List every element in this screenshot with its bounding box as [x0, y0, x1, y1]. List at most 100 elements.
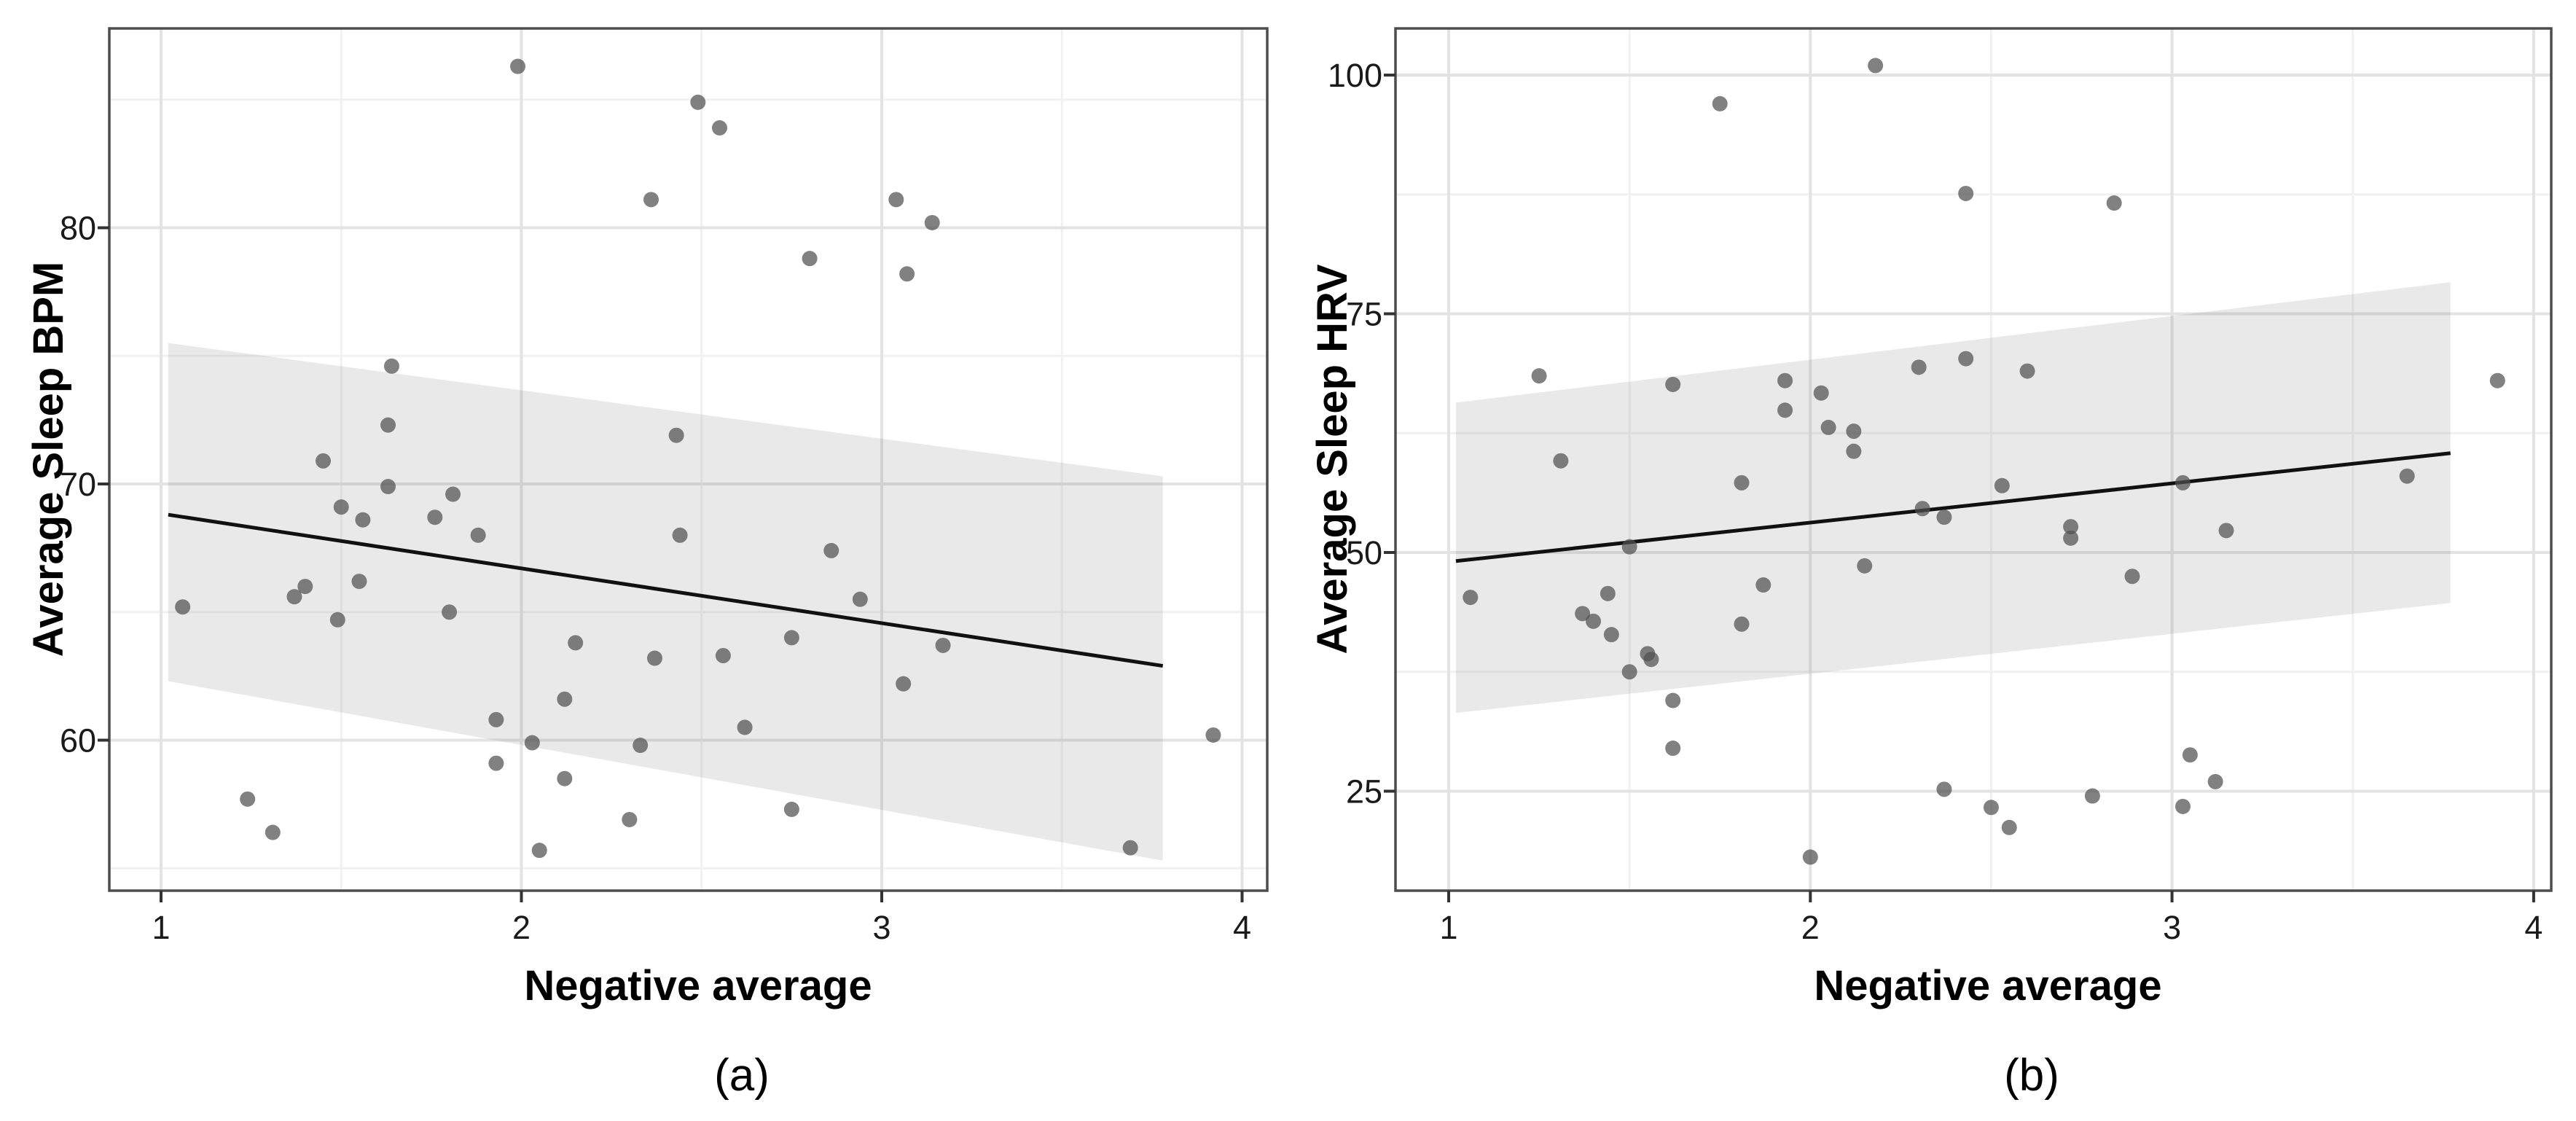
- caption-a: (a): [714, 1050, 770, 1101]
- y-axis-title-a: Average Sleep BPM: [25, 262, 72, 657]
- data-point: [1802, 849, 1818, 865]
- y-axis-title-b: Average Sleep HRV: [1309, 264, 1356, 654]
- x-tick-label: 4: [2524, 909, 2542, 946]
- data-point: [823, 542, 839, 558]
- data-point: [1936, 509, 1952, 526]
- data-point: [240, 791, 256, 807]
- data-point: [646, 650, 662, 666]
- data-point: [1983, 800, 1999, 816]
- data-point: [442, 604, 458, 620]
- plot-background: [109, 28, 1267, 891]
- data-point: [1936, 781, 1952, 797]
- data-point: [1755, 577, 1772, 593]
- data-point: [1205, 727, 1221, 743]
- data-point: [175, 599, 191, 615]
- x-axis-title-b: Negative average: [1814, 962, 2161, 1009]
- x-tick-label: 2: [1801, 909, 1820, 946]
- data-point: [1575, 606, 1591, 622]
- data-point: [383, 358, 399, 374]
- panel-b: 1 2 3 4 25 50 75 100 Negative average Average S…: [1309, 27, 2553, 1101]
- data-point: [1820, 419, 1836, 435]
- data-point: [896, 676, 912, 692]
- data-point: [924, 214, 940, 230]
- data-point: [1665, 692, 1681, 708]
- data-point: [852, 591, 868, 607]
- regression-line: [1455, 451, 2451, 563]
- data-point: [783, 801, 799, 817]
- data-point: [1857, 558, 1873, 574]
- data-point: [524, 735, 540, 751]
- x-axis-title-a: Negative average: [524, 962, 872, 1009]
- data-point: [802, 251, 818, 267]
- data-point: [2182, 747, 2198, 763]
- data-point: [2207, 773, 2223, 789]
- data-point: [1643, 652, 1659, 668]
- data-point: [488, 711, 504, 727]
- data-point: [265, 824, 281, 840]
- data-point: [2174, 474, 2191, 491]
- plot-background: [1395, 28, 2551, 891]
- data-point: [783, 630, 799, 646]
- data-point: [2174, 798, 2191, 814]
- data-point: [2489, 372, 2505, 388]
- data-point: [531, 843, 547, 859]
- data-point: [2399, 468, 2415, 484]
- y-tick-label: 50: [1346, 534, 1382, 571]
- panel-border: [108, 27, 1269, 892]
- data-point: [427, 509, 443, 526]
- data-point: [445, 486, 461, 502]
- y-tick-label: 25: [1346, 773, 1382, 811]
- data-point: [568, 635, 584, 651]
- data-point: [633, 738, 649, 754]
- data-point: [1994, 477, 2010, 493]
- x-tick-label: 4: [1233, 909, 1251, 946]
- data-point: [935, 637, 951, 653]
- data-point: [2106, 195, 2122, 211]
- panel-border: [1394, 27, 2553, 892]
- data-point: [888, 192, 904, 208]
- data-point: [1777, 372, 1793, 388]
- data-point: [1586, 613, 1602, 629]
- data-point: [1621, 539, 1637, 555]
- data-point: [643, 192, 659, 208]
- data-point: [488, 755, 504, 771]
- data-point: [899, 266, 915, 282]
- data-point: [2063, 530, 2079, 546]
- data-point: [1777, 402, 1793, 418]
- regression-line: [168, 512, 1164, 668]
- data-point: [1914, 501, 1930, 517]
- x-tick-label: 3: [2163, 909, 2181, 946]
- data-point: [1911, 359, 1927, 375]
- data-point: [672, 527, 688, 543]
- data-point: [2124, 569, 2140, 585]
- x-tick-label: 2: [512, 909, 531, 946]
- data-point: [1846, 443, 1862, 459]
- data-point: [1958, 185, 1974, 201]
- data-point: [1603, 627, 1619, 643]
- confidence-band: [1455, 282, 2451, 714]
- data-point: [297, 579, 313, 595]
- data-point: [380, 417, 396, 433]
- data-point: [2084, 788, 2100, 804]
- data-point: [2218, 523, 2234, 539]
- data-point: [1734, 474, 1750, 491]
- data-point: [1958, 351, 1974, 367]
- y-tick-label: 80: [60, 210, 96, 247]
- data-point: [2001, 819, 2017, 835]
- panel-a: 1 2 3 4 60 70 80 Negative average Average Slee…: [25, 27, 1269, 1101]
- data-point: [622, 811, 638, 827]
- data-point: [286, 589, 302, 605]
- y-tick-label: 75: [1346, 296, 1382, 333]
- x-tick-label: 1: [152, 909, 170, 946]
- data-point: [737, 719, 753, 735]
- data-point: [557, 770, 573, 786]
- data-point: [380, 479, 396, 495]
- data-point: [355, 512, 371, 528]
- data-point: [329, 612, 345, 628]
- data-point: [351, 574, 367, 590]
- data-point: [1813, 385, 1829, 401]
- caption-b: (b): [2004, 1050, 2059, 1101]
- x-tick-label: 1: [1439, 909, 1457, 946]
